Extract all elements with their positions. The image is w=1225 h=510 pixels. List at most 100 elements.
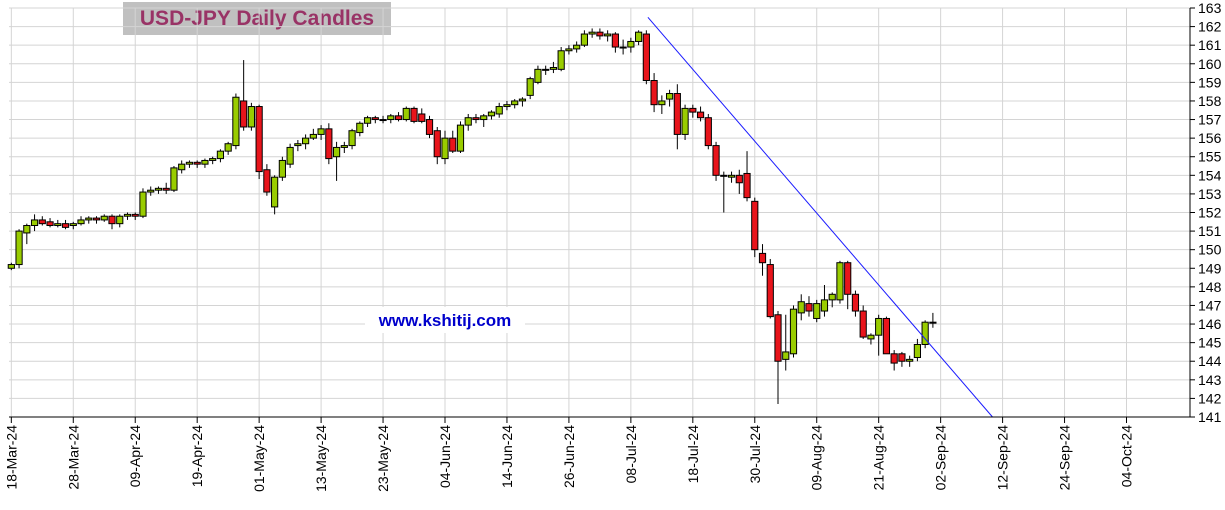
candle-body xyxy=(371,117,379,121)
candle-body xyxy=(309,133,317,139)
candle-body xyxy=(147,189,155,193)
candle-body xyxy=(503,104,511,108)
candle-body xyxy=(495,106,503,115)
candle-body xyxy=(851,293,860,312)
x-tick-label: 09-Aug-24 xyxy=(809,425,825,491)
candle-body xyxy=(534,68,542,83)
candle-body xyxy=(410,107,418,122)
y-tick-label: 160 xyxy=(1198,56,1222,72)
chart-title: USD-JPY Daily Candles xyxy=(140,7,374,30)
candle-body xyxy=(54,223,62,227)
grid xyxy=(9,7,1190,418)
x-tick-label: 08-Jul-24 xyxy=(623,425,639,484)
candle-body xyxy=(154,187,163,191)
candle-body xyxy=(7,264,15,269)
candle-body xyxy=(511,100,519,106)
candle-body xyxy=(650,80,658,106)
axes: 141 142 143 144 145 146 147 148 149 150 151 152 153 1… xyxy=(3,0,1221,492)
x-tick-label: 01-May-24 xyxy=(251,425,267,492)
x-tick-label: 02-Sep-24 xyxy=(933,425,949,491)
candle-body xyxy=(735,174,743,184)
candle-body xyxy=(394,115,403,121)
y-tick-label: 150 xyxy=(1198,242,1222,258)
y-tick-label: 153 xyxy=(1198,186,1222,202)
y-tick-label: 155 xyxy=(1198,149,1222,165)
candle-body xyxy=(635,31,643,42)
candle-body xyxy=(193,161,201,165)
y-tick-label: 148 xyxy=(1198,279,1222,295)
candle-body xyxy=(108,215,116,225)
candle-body xyxy=(573,44,581,50)
candle-body xyxy=(596,31,604,37)
y-tick-label: 149 xyxy=(1198,260,1222,276)
candle-body xyxy=(363,117,372,124)
candle-body xyxy=(898,353,906,362)
candle-body xyxy=(216,150,225,160)
candle-body xyxy=(766,264,774,318)
candle-body xyxy=(611,33,619,48)
y-tick-label: 157 xyxy=(1198,112,1222,128)
x-tick-label: 09-Apr-24 xyxy=(127,425,143,487)
y-tick-label: 143 xyxy=(1198,372,1222,388)
candle-body xyxy=(418,113,426,122)
candle-body xyxy=(356,122,364,134)
candle-body xyxy=(557,50,565,70)
x-tick-label: 12-Sep-24 xyxy=(995,425,1011,491)
candle-body xyxy=(913,343,921,359)
x-tick-label: 24-Sep-24 xyxy=(1057,425,1073,491)
candle-body xyxy=(85,217,93,221)
watermark: www.kshitij.com xyxy=(378,311,512,330)
candle-body xyxy=(929,321,937,324)
candle-body xyxy=(131,213,139,217)
candle-body xyxy=(139,191,147,217)
candle-body xyxy=(813,303,821,319)
candle-body xyxy=(867,334,875,340)
candle-body xyxy=(387,115,395,121)
candle-body xyxy=(441,137,449,160)
y-tick-label: 141 xyxy=(1198,409,1222,425)
candle-body xyxy=(247,106,255,128)
candle-body xyxy=(921,321,929,345)
candle-body xyxy=(38,219,46,225)
x-tick-label: 04-Jun-24 xyxy=(437,425,453,488)
candle-body xyxy=(379,119,387,122)
candle-body xyxy=(487,111,496,117)
candle-body xyxy=(162,187,170,191)
y-tick-label: 152 xyxy=(1198,205,1222,221)
candle-body xyxy=(123,213,132,217)
candle-body xyxy=(642,33,650,82)
candle-body xyxy=(201,159,209,165)
candle-body xyxy=(464,117,472,126)
candle-body xyxy=(30,219,39,227)
x-tick-label: 19-Apr-24 xyxy=(189,425,205,487)
candle-body xyxy=(23,225,31,234)
candle-body xyxy=(820,299,829,312)
candle-body xyxy=(332,146,341,158)
candle-body xyxy=(294,143,302,147)
candle-body xyxy=(77,219,85,225)
x-tick-label: 13-May-24 xyxy=(313,425,329,492)
candle-body xyxy=(240,100,248,128)
candle-body xyxy=(255,106,263,173)
candle-body xyxy=(425,119,434,135)
candle-body xyxy=(844,262,852,295)
y-tick-label: 163 xyxy=(1198,0,1222,16)
candle-body xyxy=(774,314,782,362)
y-tick-label: 144 xyxy=(1198,353,1222,369)
x-tick-label: 14-Jun-24 xyxy=(499,425,515,488)
candle-body xyxy=(743,172,751,199)
candle-body xyxy=(627,40,635,48)
candle-body xyxy=(565,48,573,52)
y-tick-label: 162 xyxy=(1198,19,1222,35)
candle-body xyxy=(875,317,883,336)
candles xyxy=(7,16,993,418)
candle-body xyxy=(348,130,356,147)
candle-body xyxy=(588,31,596,35)
candle-body xyxy=(696,111,705,119)
candle-body xyxy=(263,169,271,193)
candle-body xyxy=(526,78,534,96)
x-tick-label: 26-Jun-24 xyxy=(561,425,577,488)
candle-body xyxy=(797,301,805,314)
candle-body xyxy=(46,221,54,227)
